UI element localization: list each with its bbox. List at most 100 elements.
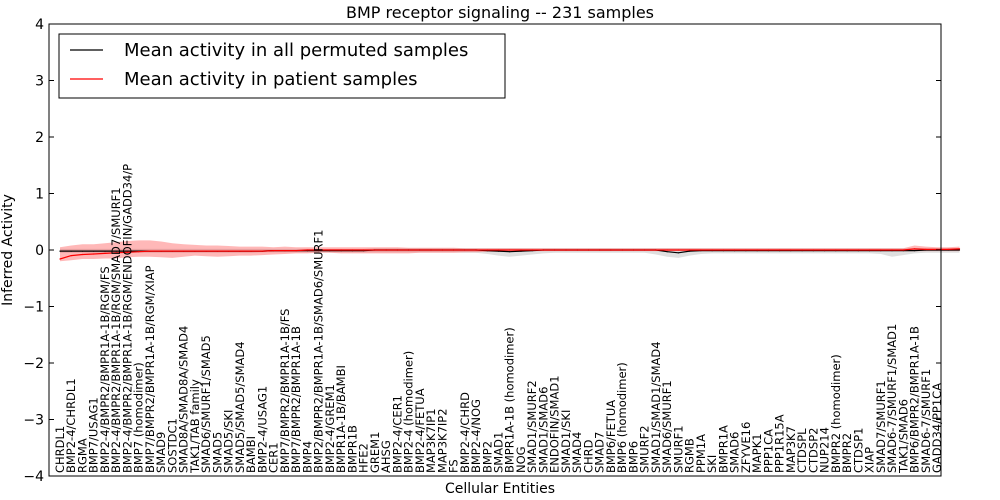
point-0-40: [509, 251, 511, 253]
point-1-17: [250, 250, 252, 252]
x-category-label: BMP7/BMPR2/BMPR1A-1B/RGM/XIAP: [143, 265, 157, 473]
y-axis-label: Inferred Activity: [0, 194, 16, 306]
legend: Mean activity in all permuted samples Me…: [58, 33, 506, 99]
x-category-label: SMAD1: [492, 432, 506, 473]
x-category-label: BMP6/BMPR2/BMPR1A-1B: [908, 326, 922, 473]
x-category-label: SKI: [705, 455, 719, 473]
point-1-73: [880, 249, 882, 251]
x-category-label: SMAD6: [728, 432, 742, 473]
point-1-80: [958, 248, 961, 250]
x-category-label: SMAD1/SKI: [559, 410, 573, 473]
x-category-label: MAP3K7IP1: [424, 408, 438, 473]
x-category-label: BAMBI: [244, 436, 258, 473]
point-1-45: [565, 249, 567, 251]
x-category-label: BMPR2: [840, 433, 854, 473]
y-tick-label: 4: [35, 17, 44, 33]
point-0-54: [666, 251, 668, 253]
point-1-53: [655, 249, 657, 251]
x-category-label: BMP7/BMPR2/BMPR1A-1B/FS: [278, 309, 292, 473]
x-category-label: PPP1CA: [761, 429, 775, 473]
point-1-16: [239, 250, 241, 252]
x-category-label: MAP3K7: [784, 426, 798, 473]
x-category-label: BMP6/FETUA: [604, 400, 618, 473]
point-1-13: [205, 250, 207, 252]
x-category-label: BMP2-4/NOG: [469, 399, 483, 473]
x-category-label: PPM1A: [694, 434, 708, 473]
x-category-label: BMP7/BMPR2/BMPR1A-1B: [289, 326, 303, 473]
point-1-27: [363, 249, 365, 251]
x-category-label: BMP2-4/BMPR2/BMPR1A-1B/RGM/ENDOFIN/GADD3…: [120, 164, 134, 473]
x-axis-label: Cellular Entities: [445, 481, 555, 497]
x-category-label: ENDOFIN/SMAD1: [548, 375, 562, 473]
x-category-label: BMP2-4/CHRDL1: [64, 378, 78, 473]
point-1-21: [295, 250, 297, 252]
point-1-25: [340, 249, 342, 251]
point-1-41: [520, 249, 522, 251]
x-category-label: SMURF1: [671, 425, 685, 473]
x-category-label: SMAD1/SMAD1/SMAD4: [649, 341, 663, 473]
point-1-67: [812, 249, 814, 251]
x-category-label: SMAD6-7/SMURF1/SMAD1: [885, 324, 899, 473]
x-category-label: CHRDL1: [53, 426, 67, 473]
point-0-2: [81, 250, 84, 252]
band-1: [60, 240, 960, 262]
y-tick-label: 2: [35, 130, 44, 146]
point-1-76: [913, 248, 916, 250]
point-1-23: [318, 249, 320, 251]
point-1-40: [509, 249, 511, 251]
y-tick-label: −3: [23, 413, 44, 429]
point-1-75: [902, 249, 904, 251]
x-category-label: SMURF2: [638, 425, 652, 473]
point-1-8: [149, 250, 151, 252]
point-1-32: [419, 249, 421, 251]
point-1-48: [599, 249, 601, 251]
point-0-80: [958, 249, 961, 251]
x-category-label: SMAD1/SMAD6: [536, 387, 550, 473]
point-1-69: [835, 249, 837, 251]
point-0-3: [93, 250, 95, 252]
x-category-label: ZFYVE16: [739, 422, 753, 473]
x-category-label: XIAP: [863, 447, 877, 473]
point-1-63: [767, 249, 769, 251]
y-tick-label: 3: [35, 74, 44, 90]
point-1-43: [542, 249, 545, 251]
x-category-label: TAK1/TAB family: [188, 379, 202, 474]
point-1-34: [441, 249, 443, 251]
point-1-65: [790, 249, 792, 251]
point-1-35: [452, 249, 455, 251]
x-category-label: RGMB: [683, 438, 697, 473]
x-category-label: BMPR1B: [345, 425, 359, 473]
x-category-label: NUP214: [818, 427, 832, 473]
legend-box: [58, 33, 506, 99]
point-1-71: [857, 249, 859, 251]
point-1-68: [824, 249, 826, 251]
point-1-37: [475, 249, 477, 251]
x-category-label: GREM1: [368, 432, 382, 473]
x-category-label: BMPR2 (homodimer): [829, 354, 843, 473]
point-0-41: [520, 250, 522, 252]
point-0-1: [70, 250, 72, 252]
x-category-label: BMP2/BMPR2/BMPR1A-1B/SMAD6/SMURF1: [312, 230, 326, 473]
x-category-label: SMAD1/SMURF2: [525, 380, 539, 473]
x-category-label: BMPR1A: [716, 425, 730, 473]
x-category-label: BMPR1A-1B (homodimer): [503, 327, 517, 473]
point-1-74: [891, 249, 893, 251]
point-1-31: [408, 249, 410, 251]
point-1-50: [621, 249, 623, 251]
point-1-3: [93, 253, 95, 255]
point-1-24: [329, 249, 331, 251]
point-0-39: [497, 250, 500, 252]
point-1-7: [138, 251, 140, 253]
point-1-2: [81, 253, 84, 256]
x-category-label: BMP2-4/FETUA: [413, 388, 427, 473]
point-1-11: [183, 250, 185, 252]
point-1-14: [216, 250, 218, 252]
point-1-6: [126, 251, 129, 253]
point-1-79: [947, 248, 949, 250]
x-category-label: SMAD7/SMURF1: [874, 380, 888, 473]
x-category-label: SMAD9: [154, 432, 168, 473]
x-category-label: AHSG: [379, 440, 393, 473]
point-1-70: [846, 249, 848, 251]
point-1-62: [756, 249, 758, 251]
